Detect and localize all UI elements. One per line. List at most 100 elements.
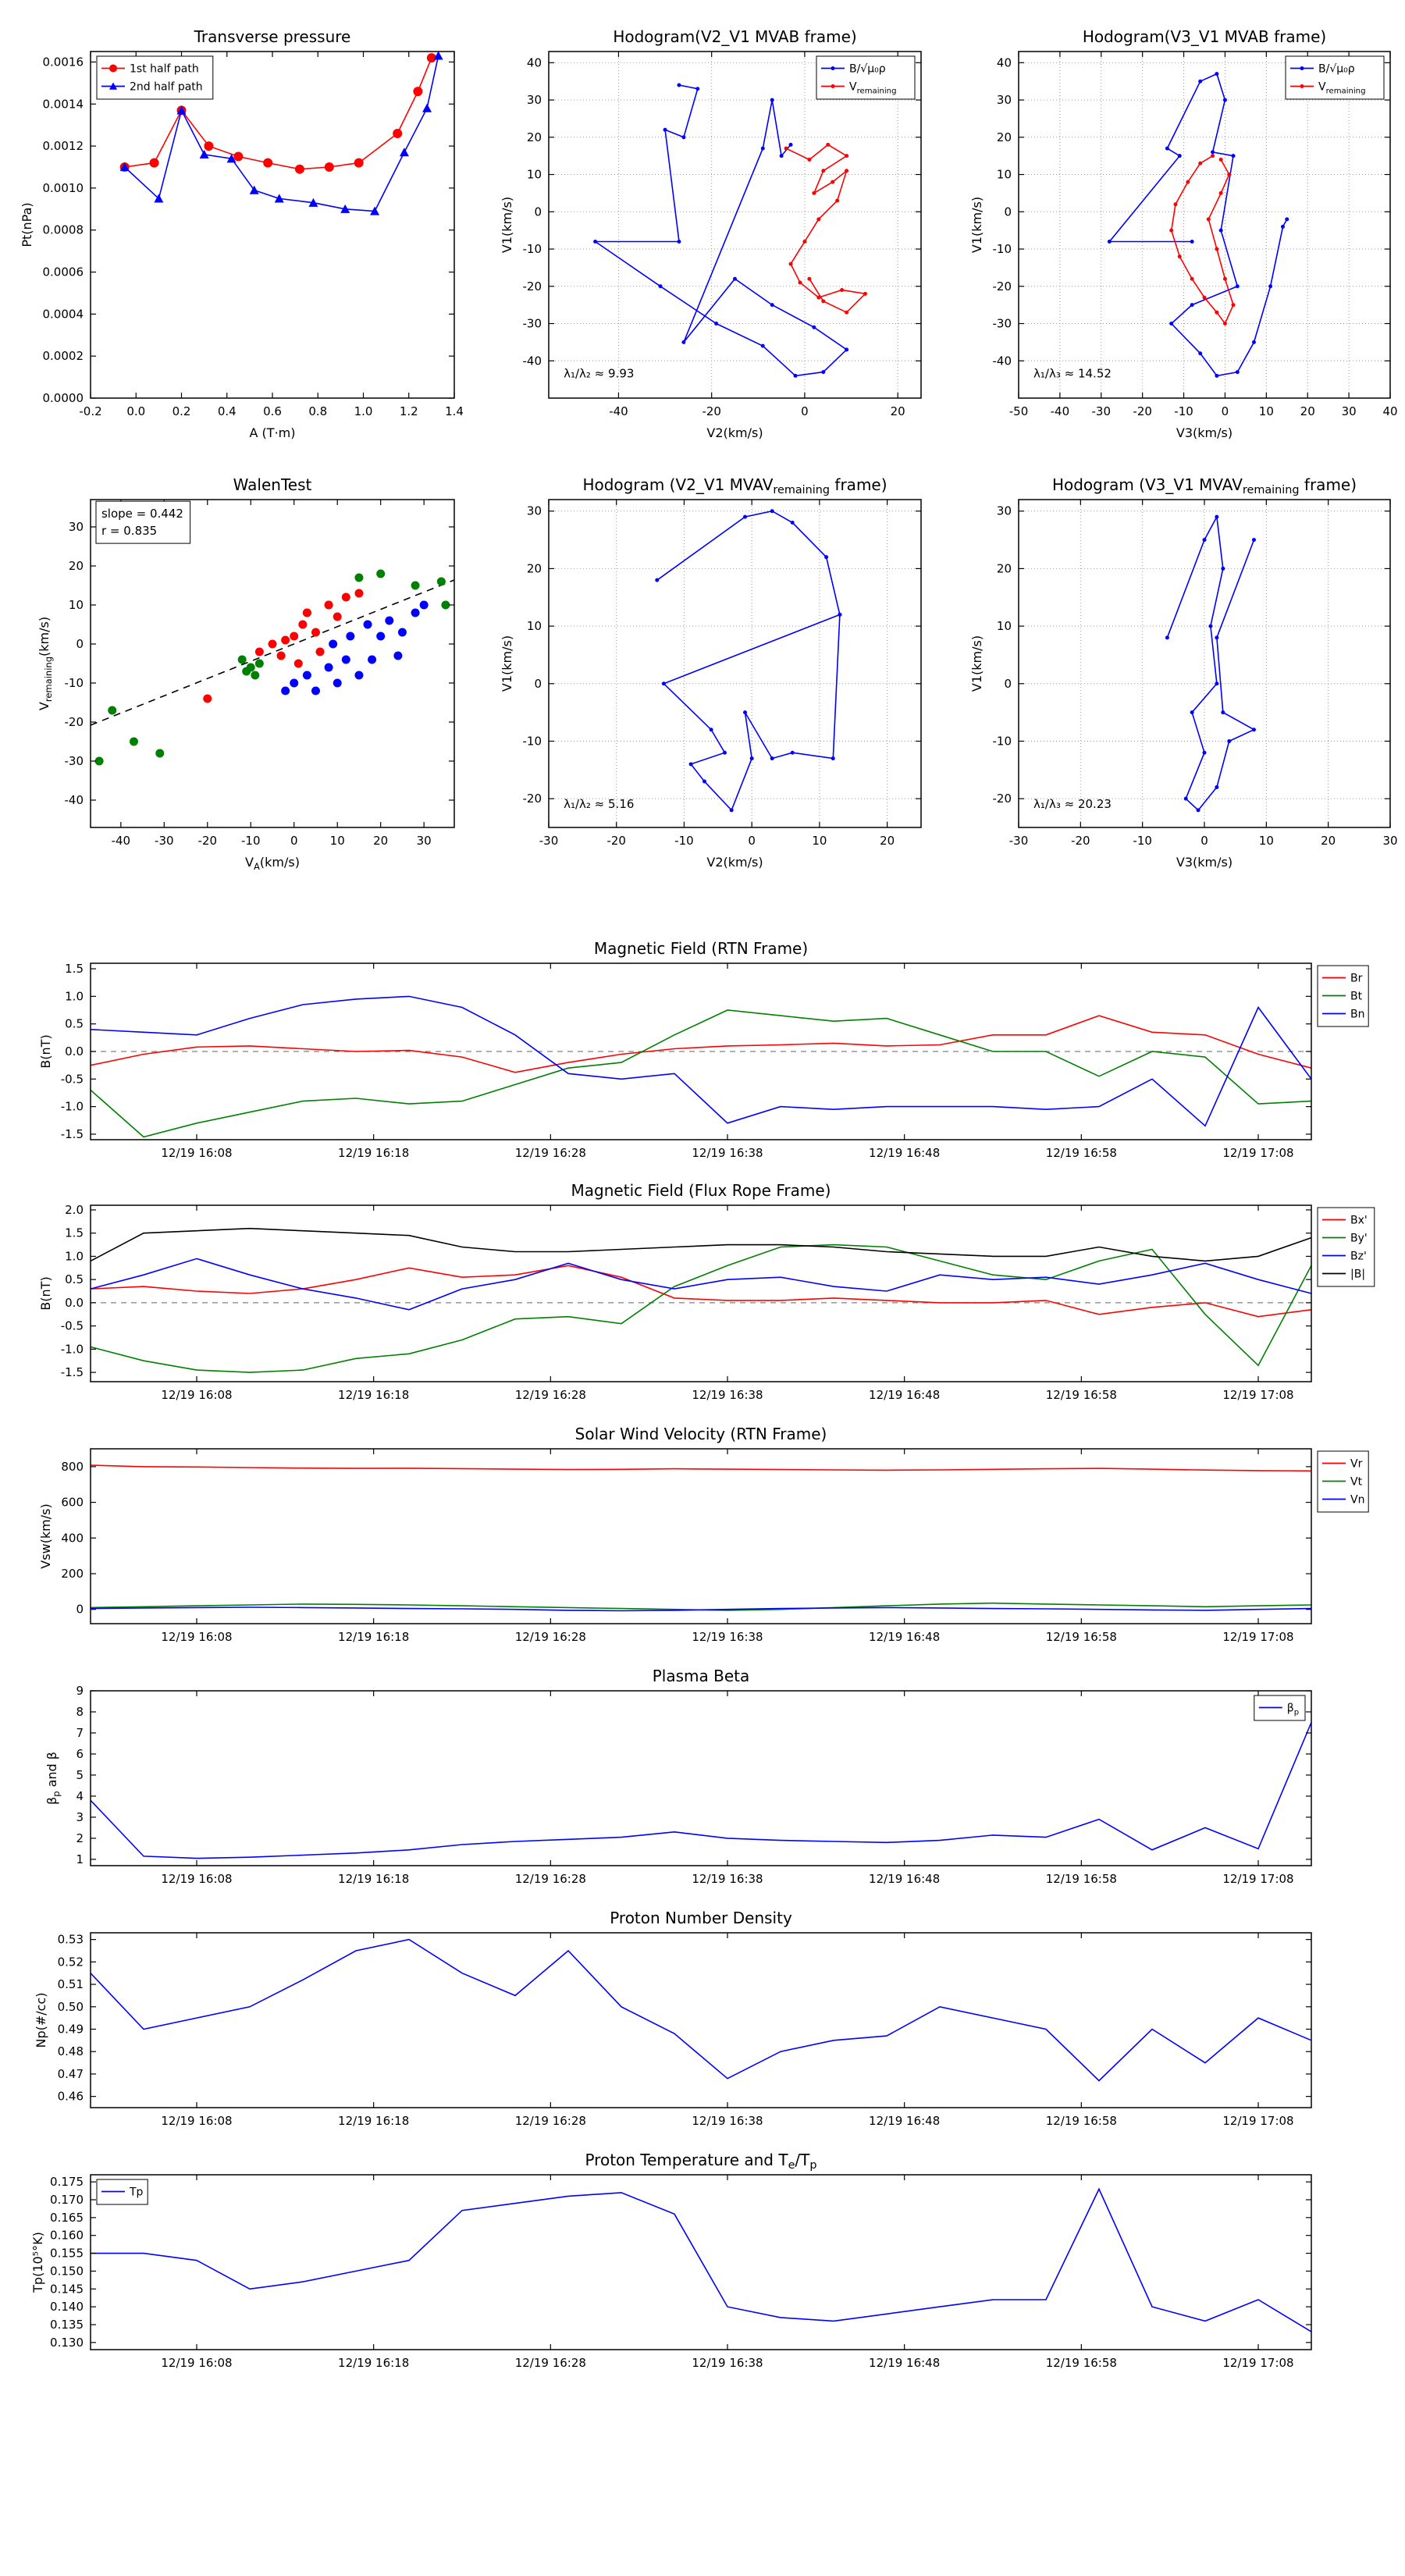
svg-text:12/19 16:58: 12/19 16:58 bbox=[1046, 1146, 1117, 1160]
svg-text:10: 10 bbox=[527, 619, 542, 633]
svg-text:0.175: 0.175 bbox=[50, 2175, 84, 2189]
svg-text:0.0: 0.0 bbox=[65, 1044, 84, 1059]
annotation-text: λ₁/λ₃ ≈ 20.23 bbox=[1033, 797, 1112, 811]
svg-text:Vt: Vt bbox=[1350, 1476, 1363, 1489]
svg-text:12/19 16:08: 12/19 16:08 bbox=[161, 1146, 232, 1160]
legend-rtn: Br Bt Bn bbox=[1317, 965, 1369, 1027]
svg-text:12/19 16:08: 12/19 16:08 bbox=[161, 1630, 232, 1644]
svg-text:0.165: 0.165 bbox=[50, 2211, 84, 2225]
chart-title: Magnetic Field (Flux Rope Frame) bbox=[571, 1181, 831, 1200]
svg-text:0: 0 bbox=[801, 404, 809, 418]
svg-text:V2(km/s): V2(km/s) bbox=[706, 425, 763, 440]
svg-text:12/19 16:28: 12/19 16:28 bbox=[515, 1872, 586, 1886]
chart-title: Proton Temperature and Te/Tp bbox=[585, 2151, 816, 2172]
svg-text:12/19 16:28: 12/19 16:28 bbox=[515, 1388, 586, 1402]
svg-text:-10: -10 bbox=[65, 676, 84, 690]
chart-hod2: -50 -40 -30 -20 -10 0 10 20 30 40 -40 -30 -20 -10 0 10 2… bbox=[969, 27, 1398, 440]
svg-text:20: 20 bbox=[1321, 834, 1336, 848]
svg-text:-40: -40 bbox=[523, 354, 542, 368]
svg-text:12/19 16:28: 12/19 16:28 bbox=[515, 1146, 586, 1160]
svg-text:12/19 17:08: 12/19 17:08 bbox=[1222, 1388, 1293, 1402]
svg-text:20: 20 bbox=[1300, 404, 1315, 418]
svg-text:-40: -40 bbox=[993, 354, 1012, 368]
svg-text:V3(km/s): V3(km/s) bbox=[1176, 855, 1232, 870]
svg-text:Bx': Bx' bbox=[1350, 1215, 1368, 1227]
svg-text:0.47: 0.47 bbox=[58, 2067, 84, 2081]
svg-text:20: 20 bbox=[527, 130, 542, 144]
svg-text:12/19 16:58: 12/19 16:58 bbox=[1046, 2356, 1117, 2370]
chart-title: Plasma Beta bbox=[653, 1667, 750, 1685]
svg-text:1.0: 1.0 bbox=[65, 1249, 84, 1263]
svg-text:1st half path: 1st half path bbox=[130, 63, 199, 76]
svg-text:By': By' bbox=[1350, 1233, 1368, 1245]
svg-text:40: 40 bbox=[527, 55, 542, 69]
svg-text:30: 30 bbox=[417, 834, 432, 848]
svg-text:12/19 16:58: 12/19 16:58 bbox=[1046, 1872, 1117, 1886]
svg-text:-10: -10 bbox=[993, 242, 1012, 256]
svg-text:600: 600 bbox=[61, 1496, 84, 1510]
legend-hod2: B/√μ₀ρ Vremaining bbox=[1285, 55, 1385, 100]
svg-text:12/19 16:18: 12/19 16:18 bbox=[338, 2356, 409, 2370]
svg-text:10: 10 bbox=[997, 168, 1012, 182]
svg-text:Vremaining: Vremaining bbox=[849, 81, 896, 96]
svg-text:5: 5 bbox=[76, 1768, 84, 1782]
svg-text:-10: -10 bbox=[1133, 834, 1152, 848]
svg-text:12/19 16:18: 12/19 16:18 bbox=[338, 1872, 409, 1886]
chart-beta: 12/19 16:08 12/19 16:18 12/19 16:28 12/19 1… bbox=[44, 1667, 1312, 1886]
chart-title: Hodogram(V2_V1 MVAB frame) bbox=[613, 27, 856, 46]
svg-text:0.0008: 0.0008 bbox=[43, 223, 84, 237]
svg-text:-30: -30 bbox=[523, 317, 542, 331]
svg-text:12/19 16:28: 12/19 16:28 bbox=[515, 1630, 586, 1644]
chart-title: Hodogram (V2_V1 MVAVremaining frame) bbox=[582, 475, 887, 496]
svg-text:0.5: 0.5 bbox=[65, 1272, 84, 1286]
svg-text:12/19 16:28: 12/19 16:28 bbox=[515, 2356, 586, 2370]
svg-text:-30: -30 bbox=[1009, 834, 1029, 848]
svg-text:-20: -20 bbox=[523, 279, 542, 294]
svg-text:Np(#/cc): Np(#/cc) bbox=[34, 1993, 48, 2048]
svg-text:12/19 16:08: 12/19 16:08 bbox=[161, 2356, 232, 2370]
svg-text:-1.5: -1.5 bbox=[61, 1127, 84, 1141]
svg-text:10: 10 bbox=[1259, 404, 1274, 418]
svg-text:0.0: 0.0 bbox=[65, 1296, 84, 1310]
svg-text:12/19 16:48: 12/19 16:48 bbox=[869, 1388, 940, 1402]
svg-text:Vremaining: Vremaining bbox=[1318, 81, 1365, 96]
svg-text:1.2: 1.2 bbox=[400, 404, 418, 418]
svg-text:Vremaining(km/s): Vremaining(km/s) bbox=[37, 617, 54, 710]
svg-text:0.52: 0.52 bbox=[58, 1955, 84, 1969]
svg-text:0: 0 bbox=[1004, 205, 1012, 219]
svg-text:12/19 16:58: 12/19 16:58 bbox=[1046, 1388, 1117, 1402]
svg-text:0: 0 bbox=[534, 677, 542, 691]
svg-text:-30: -30 bbox=[155, 834, 174, 848]
chart-title: Transverse pressure bbox=[194, 27, 351, 46]
svg-text:9: 9 bbox=[76, 1684, 84, 1698]
svg-text:12/19 16:38: 12/19 16:38 bbox=[692, 2114, 763, 2128]
svg-text:0: 0 bbox=[1222, 404, 1229, 418]
svg-text:12/19 16:08: 12/19 16:08 bbox=[161, 2114, 232, 2128]
svg-text:-40: -40 bbox=[112, 834, 131, 848]
svg-text:12/19 16:48: 12/19 16:48 bbox=[869, 2114, 940, 2128]
svg-text:-10: -10 bbox=[241, 834, 261, 848]
chart-title: Proton Number Density bbox=[610, 1909, 792, 1927]
svg-text:1.4: 1.4 bbox=[445, 404, 464, 418]
svg-text:0.6: 0.6 bbox=[263, 404, 282, 418]
svg-text:0.0012: 0.0012 bbox=[43, 139, 84, 153]
svg-text:12/19 16:38: 12/19 16:38 bbox=[692, 1630, 763, 1644]
svg-text:30: 30 bbox=[527, 93, 542, 107]
svg-text:V1(km/s): V1(km/s) bbox=[969, 197, 984, 253]
svg-text:0.0004: 0.0004 bbox=[43, 307, 84, 321]
svg-text:-1.0: -1.0 bbox=[61, 1100, 84, 1114]
svg-text:12/19 16:38: 12/19 16:38 bbox=[692, 1872, 763, 1886]
svg-text:20: 20 bbox=[69, 559, 84, 573]
chart-title: Solar Wind Velocity (RTN Frame) bbox=[575, 1425, 827, 1443]
svg-text:12/19 16:28: 12/19 16:28 bbox=[515, 2114, 586, 2128]
svg-text:12/19 17:08: 12/19 17:08 bbox=[1222, 1146, 1293, 1160]
svg-text:0.160: 0.160 bbox=[50, 2229, 84, 2243]
chart-np: 12/19 16:08 12/19 16:18 12/19 16:28 12/19 1… bbox=[34, 1909, 1312, 2128]
svg-text:-20: -20 bbox=[523, 792, 542, 806]
svg-text:V1(km/s): V1(km/s) bbox=[969, 635, 984, 692]
chart-title: Hodogram (V3_V1 MVAVremaining frame) bbox=[1052, 475, 1357, 496]
legend-vsw: Vr Vt Vn bbox=[1317, 1450, 1369, 1513]
svg-text:0.135: 0.135 bbox=[50, 2318, 84, 2332]
svg-text:B/√μ₀ρ: B/√μ₀ρ bbox=[849, 63, 886, 76]
